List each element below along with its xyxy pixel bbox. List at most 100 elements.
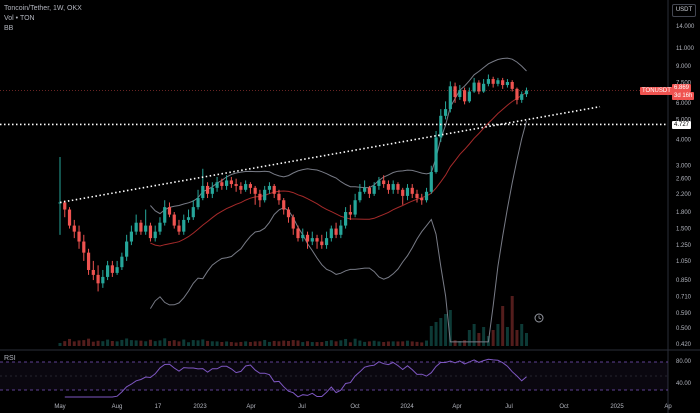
volume-bar bbox=[187, 342, 191, 346]
candle-body bbox=[496, 80, 500, 84]
candle-body bbox=[443, 109, 448, 116]
rsi-axis-label: 80.00 bbox=[676, 359, 692, 365]
volume-bar bbox=[339, 340, 343, 346]
volume-bar bbox=[458, 341, 462, 346]
candle-body bbox=[386, 184, 391, 190]
volume-bar bbox=[139, 340, 143, 346]
candle-body bbox=[410, 187, 414, 194]
candle-body bbox=[363, 187, 367, 192]
volume-bar bbox=[453, 340, 457, 346]
volume-bar bbox=[520, 324, 524, 346]
candle-body bbox=[510, 82, 514, 89]
candle-body bbox=[282, 200, 286, 210]
symbol-price-tag: TONUSDT bbox=[640, 87, 673, 95]
volume-bar bbox=[196, 340, 200, 346]
volume-bar bbox=[87, 338, 91, 346]
candle-body bbox=[234, 184, 238, 186]
candle-body bbox=[429, 171, 433, 192]
volume-bar bbox=[396, 341, 400, 346]
candle-body bbox=[372, 185, 376, 194]
candle-body bbox=[125, 241, 129, 257]
candle-body bbox=[263, 189, 267, 201]
volume-bar bbox=[448, 310, 452, 346]
candle-body bbox=[467, 91, 471, 102]
bb-basis-line bbox=[150, 92, 527, 247]
time-axis-label: Aug bbox=[112, 404, 123, 410]
candle-body bbox=[377, 180, 381, 186]
volume-bar bbox=[429, 326, 433, 346]
candle-body bbox=[229, 180, 233, 185]
volume-bar bbox=[110, 341, 114, 346]
price-axis-label: 6.000 bbox=[676, 101, 692, 107]
candle-body bbox=[367, 187, 371, 194]
bb-upper-band bbox=[150, 57, 527, 215]
candle-body bbox=[420, 198, 424, 201]
bollinger-bands-label[interactable]: BB bbox=[4, 25, 14, 32]
volume-bar bbox=[420, 342, 424, 346]
bb-lower-band bbox=[149, 120, 527, 343]
candle-body bbox=[305, 234, 310, 242]
candle-body bbox=[382, 180, 386, 185]
volume-bar bbox=[467, 330, 471, 346]
candle-body bbox=[205, 185, 210, 194]
volume-bar bbox=[144, 341, 148, 346]
volume-indicator-label[interactable]: Vol • TON bbox=[4, 15, 35, 22]
currency-button[interactable]: USDT bbox=[672, 4, 696, 17]
rsi-line bbox=[64, 358, 527, 398]
horizontal-line-price-tag: 4.727 bbox=[672, 121, 692, 129]
candle-body bbox=[463, 90, 467, 102]
candle-body bbox=[415, 193, 419, 199]
clock-icon bbox=[534, 313, 544, 323]
volume-bar bbox=[405, 340, 409, 346]
candle-body bbox=[77, 231, 81, 242]
volume-bar bbox=[125, 338, 129, 346]
candle-body bbox=[67, 209, 72, 226]
volume-bar bbox=[129, 340, 133, 346]
candle-body bbox=[144, 225, 148, 232]
volume-bar bbox=[496, 324, 500, 346]
candle-body bbox=[115, 267, 119, 273]
candle-body bbox=[391, 184, 395, 190]
volume-bar bbox=[463, 340, 467, 346]
price-axis-label: 0.420 bbox=[676, 342, 692, 348]
volume-bar bbox=[358, 340, 362, 346]
trendline-drawing bbox=[59, 105, 601, 204]
price-axis-label: 11.000 bbox=[676, 46, 695, 52]
candle-body bbox=[186, 217, 191, 220]
time-axis-label: 2023 bbox=[193, 404, 207, 410]
time-axis-label: May bbox=[54, 404, 65, 410]
candle-body bbox=[434, 137, 438, 172]
volume-bar bbox=[491, 330, 495, 346]
volume-bar bbox=[334, 341, 338, 346]
candle-body bbox=[210, 187, 214, 194]
price-axis-label: 0.500 bbox=[676, 326, 692, 332]
candle-body bbox=[58, 202, 62, 204]
chart-legend: Toncoin/Tether, 1W, OKX Vol • TON BB bbox=[4, 4, 82, 34]
volume-bar bbox=[363, 341, 367, 346]
volume-bar bbox=[310, 342, 314, 346]
volume-bar bbox=[220, 342, 224, 346]
candle-body bbox=[339, 225, 343, 235]
price-axis-label: 3.000 bbox=[676, 164, 692, 170]
candle-body bbox=[167, 207, 172, 215]
volume-bar bbox=[382, 342, 386, 346]
candle-body bbox=[277, 193, 281, 201]
candle-body bbox=[110, 265, 114, 273]
volume-bar bbox=[210, 341, 214, 346]
volume-bar bbox=[410, 341, 414, 346]
volume-bar bbox=[263, 339, 267, 346]
rsi-indicator-label[interactable]: RSI bbox=[4, 355, 16, 362]
price-axis-label: 14.000 bbox=[676, 24, 695, 30]
price-axis-label: 0.850 bbox=[676, 278, 692, 284]
candle-body bbox=[353, 200, 357, 215]
price-axis-label: 5.000 bbox=[676, 117, 692, 123]
time-axis-label: 2025 bbox=[610, 404, 624, 410]
volume-bar bbox=[248, 341, 252, 346]
symbol-title[interactable]: Toncoin/Tether, 1W, OKX bbox=[4, 5, 82, 12]
volume-bar bbox=[206, 340, 210, 346]
volume-bar bbox=[58, 343, 62, 346]
candle-body bbox=[448, 86, 452, 110]
time-axis-label: 2024 bbox=[400, 404, 414, 410]
candle-body bbox=[172, 214, 176, 226]
